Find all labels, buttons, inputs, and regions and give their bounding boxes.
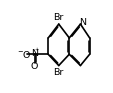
Text: $^{-}$O: $^{-}$O — [17, 49, 32, 60]
Text: N: N — [31, 49, 38, 58]
Text: $^{+}$: $^{+}$ — [34, 47, 40, 53]
Text: O: O — [31, 62, 38, 71]
Text: Br: Br — [53, 13, 63, 22]
Text: N: N — [78, 18, 85, 27]
Text: Br: Br — [53, 68, 63, 77]
